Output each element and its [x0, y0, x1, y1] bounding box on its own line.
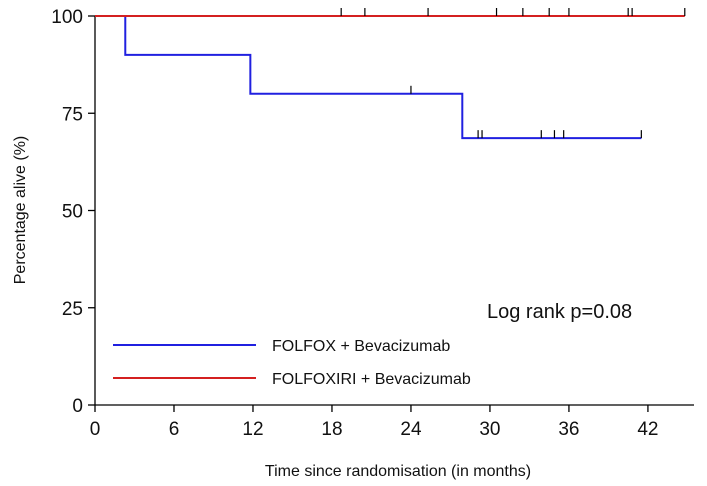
legend-label-1: FOLFOXIRI + Bevacizumab — [272, 371, 471, 388]
axes: 0 6 12 18 24 30 36 42 0 25 50 75 100 — [51, 7, 694, 440]
x-tick-label-12: 12 — [242, 419, 263, 440]
x-tick-label-24: 24 — [400, 419, 422, 440]
y-tick-label-25: 25 — [62, 299, 83, 320]
y-axis-title: Percentage alive (%) — [12, 136, 29, 285]
y-tick-label-75: 75 — [62, 104, 83, 125]
x-tick-label-6: 6 — [169, 419, 180, 440]
y-tick-label-0: 0 — [72, 396, 83, 417]
y-tick-label-100: 100 — [51, 7, 83, 28]
x-tick-label-36: 36 — [558, 419, 579, 440]
log-rank-annotation: Log rank p=0.08 — [487, 301, 632, 323]
x-axis-title: Time since randomisation (in months) — [265, 463, 531, 480]
x-tick-label-42: 42 — [637, 419, 658, 440]
series-1 — [95, 8, 686, 17]
x-tick-label-30: 30 — [479, 419, 500, 440]
x-tick-label-0: 0 — [90, 419, 101, 440]
legend: FOLFOX + Bevacizumab FOLFOXIRI + Bevacizu… — [113, 338, 471, 388]
series-line-0 — [95, 15, 642, 140]
series-0 — [95, 15, 642, 140]
x-tick-label-18: 18 — [321, 419, 342, 440]
legend-label-0: FOLFOX + Bevacizumab — [272, 338, 450, 355]
series-layer — [95, 8, 686, 140]
y-tick-label-50: 50 — [62, 202, 83, 223]
